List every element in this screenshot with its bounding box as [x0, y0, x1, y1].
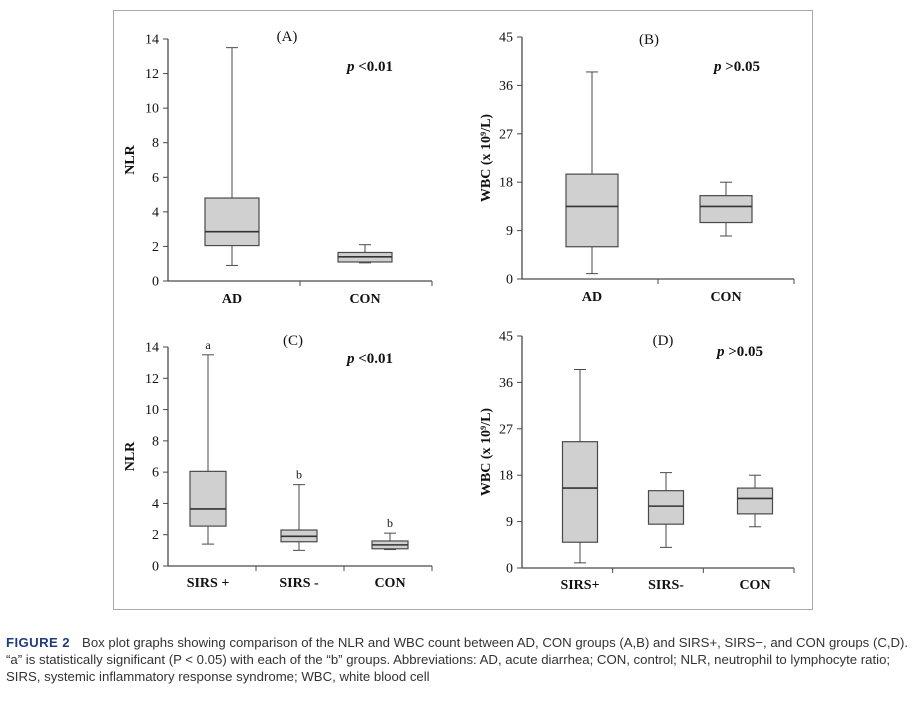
y-tick-label: 6	[152, 466, 159, 481]
y-tick-label: 12	[145, 67, 159, 82]
y-tick-label: 6	[152, 171, 159, 186]
y-axis-label: WBC (x 10⁹/L)	[479, 408, 494, 497]
y-tick-label: 12	[145, 372, 159, 387]
y-tick-label: 27	[499, 422, 513, 437]
y-tick-label: 0	[506, 562, 513, 577]
figure-svg: 0 2 4 6 8 10 12 14 AD CON NLR (A) p <0.01 0 9 18 27 36 45 A…	[123, 29, 795, 593]
panel-d: 0 9 18 27 36 45 SIRS+ SIRS- CON WBC (x 10⁹/L) (D) p…	[479, 330, 795, 593]
y-axis-label: NLR	[123, 441, 138, 471]
figure-label: FIGURE 2	[6, 635, 71, 650]
y-tick-label: 45	[499, 330, 513, 345]
panel-label: (D)	[653, 333, 674, 349]
p-value-annotation: p <0.01	[345, 351, 393, 367]
y-tick-label: 8	[152, 136, 159, 151]
y-tick-label: 9	[506, 224, 513, 239]
y-tick-label: 2	[152, 528, 159, 543]
box-iqr	[647, 490, 685, 525]
box-iqr	[565, 173, 619, 248]
panel-c: 0 2 4 6 8 10 12 14 SIRS + SIRS - CON NLR (C) p <0.01 a…	[123, 333, 433, 591]
x-tick-label: CON	[349, 292, 380, 307]
y-tick-label: 10	[145, 403, 159, 418]
y-tick-label: 8	[152, 434, 159, 449]
figure-caption-text: Box plot graphs showing comparison of th…	[6, 635, 909, 684]
x-tick-label: CON	[739, 578, 770, 593]
x-tick-label: AD	[222, 292, 242, 307]
y-tick-label: 18	[499, 469, 513, 484]
p-value-annotation: p <0.01	[345, 59, 393, 75]
figure-caption: FIGURE 2 Box plot graphs showing comparis…	[6, 634, 916, 685]
panel-a: 0 2 4 6 8 10 12 14 AD CON NLR (A) p <0.01	[123, 29, 433, 307]
y-tick-label: 0	[152, 275, 159, 290]
panel-label: (C)	[283, 333, 303, 349]
box-iqr	[204, 197, 260, 247]
significance-letter: b	[296, 468, 302, 482]
y-tick-label: 27	[499, 127, 513, 142]
box-iqr	[699, 195, 753, 224]
y-tick-label: 0	[152, 560, 159, 575]
box-iqr	[561, 441, 599, 543]
y-axis-label: WBC (x 10⁹/L)	[479, 114, 494, 203]
panel-label: (A)	[277, 29, 298, 45]
y-tick-label: 9	[506, 515, 513, 530]
y-tick-label: 14	[145, 341, 159, 356]
p-value-annotation: p >0.05	[715, 344, 763, 360]
box-iqr	[189, 470, 227, 527]
y-tick-label: 2	[152, 240, 159, 255]
significance-letter: a	[205, 338, 211, 352]
y-axis-label: NLR	[123, 144, 138, 174]
y-tick-label: 36	[499, 376, 513, 391]
x-tick-label: SIRS -	[279, 576, 319, 591]
y-tick-label: 14	[145, 33, 159, 48]
y-tick-label: 36	[499, 79, 513, 94]
figure-frame	[113, 10, 813, 610]
y-tick-label: 18	[499, 176, 513, 191]
y-tick-label: 45	[499, 31, 513, 46]
x-tick-label: AD	[582, 290, 602, 305]
x-tick-label: SIRS+	[560, 578, 599, 593]
box-iqr	[736, 487, 774, 515]
p-value-annotation: p >0.05	[712, 59, 760, 75]
y-tick-label: 4	[152, 497, 159, 512]
x-tick-label: SIRS-	[648, 578, 684, 593]
significance-letter: b	[387, 516, 393, 530]
panel-b: 0 9 18 27 36 45 AD CON WBC (x 10⁹/L) (B) p >0.05	[479, 31, 795, 305]
y-tick-label: 10	[145, 102, 159, 117]
x-tick-label: CON	[710, 290, 741, 305]
x-tick-label: SIRS +	[187, 576, 230, 591]
y-tick-label: 4	[152, 205, 159, 220]
y-tick-label: 0	[506, 273, 513, 288]
panel-label: (B)	[639, 32, 659, 48]
x-tick-label: CON	[374, 576, 405, 591]
